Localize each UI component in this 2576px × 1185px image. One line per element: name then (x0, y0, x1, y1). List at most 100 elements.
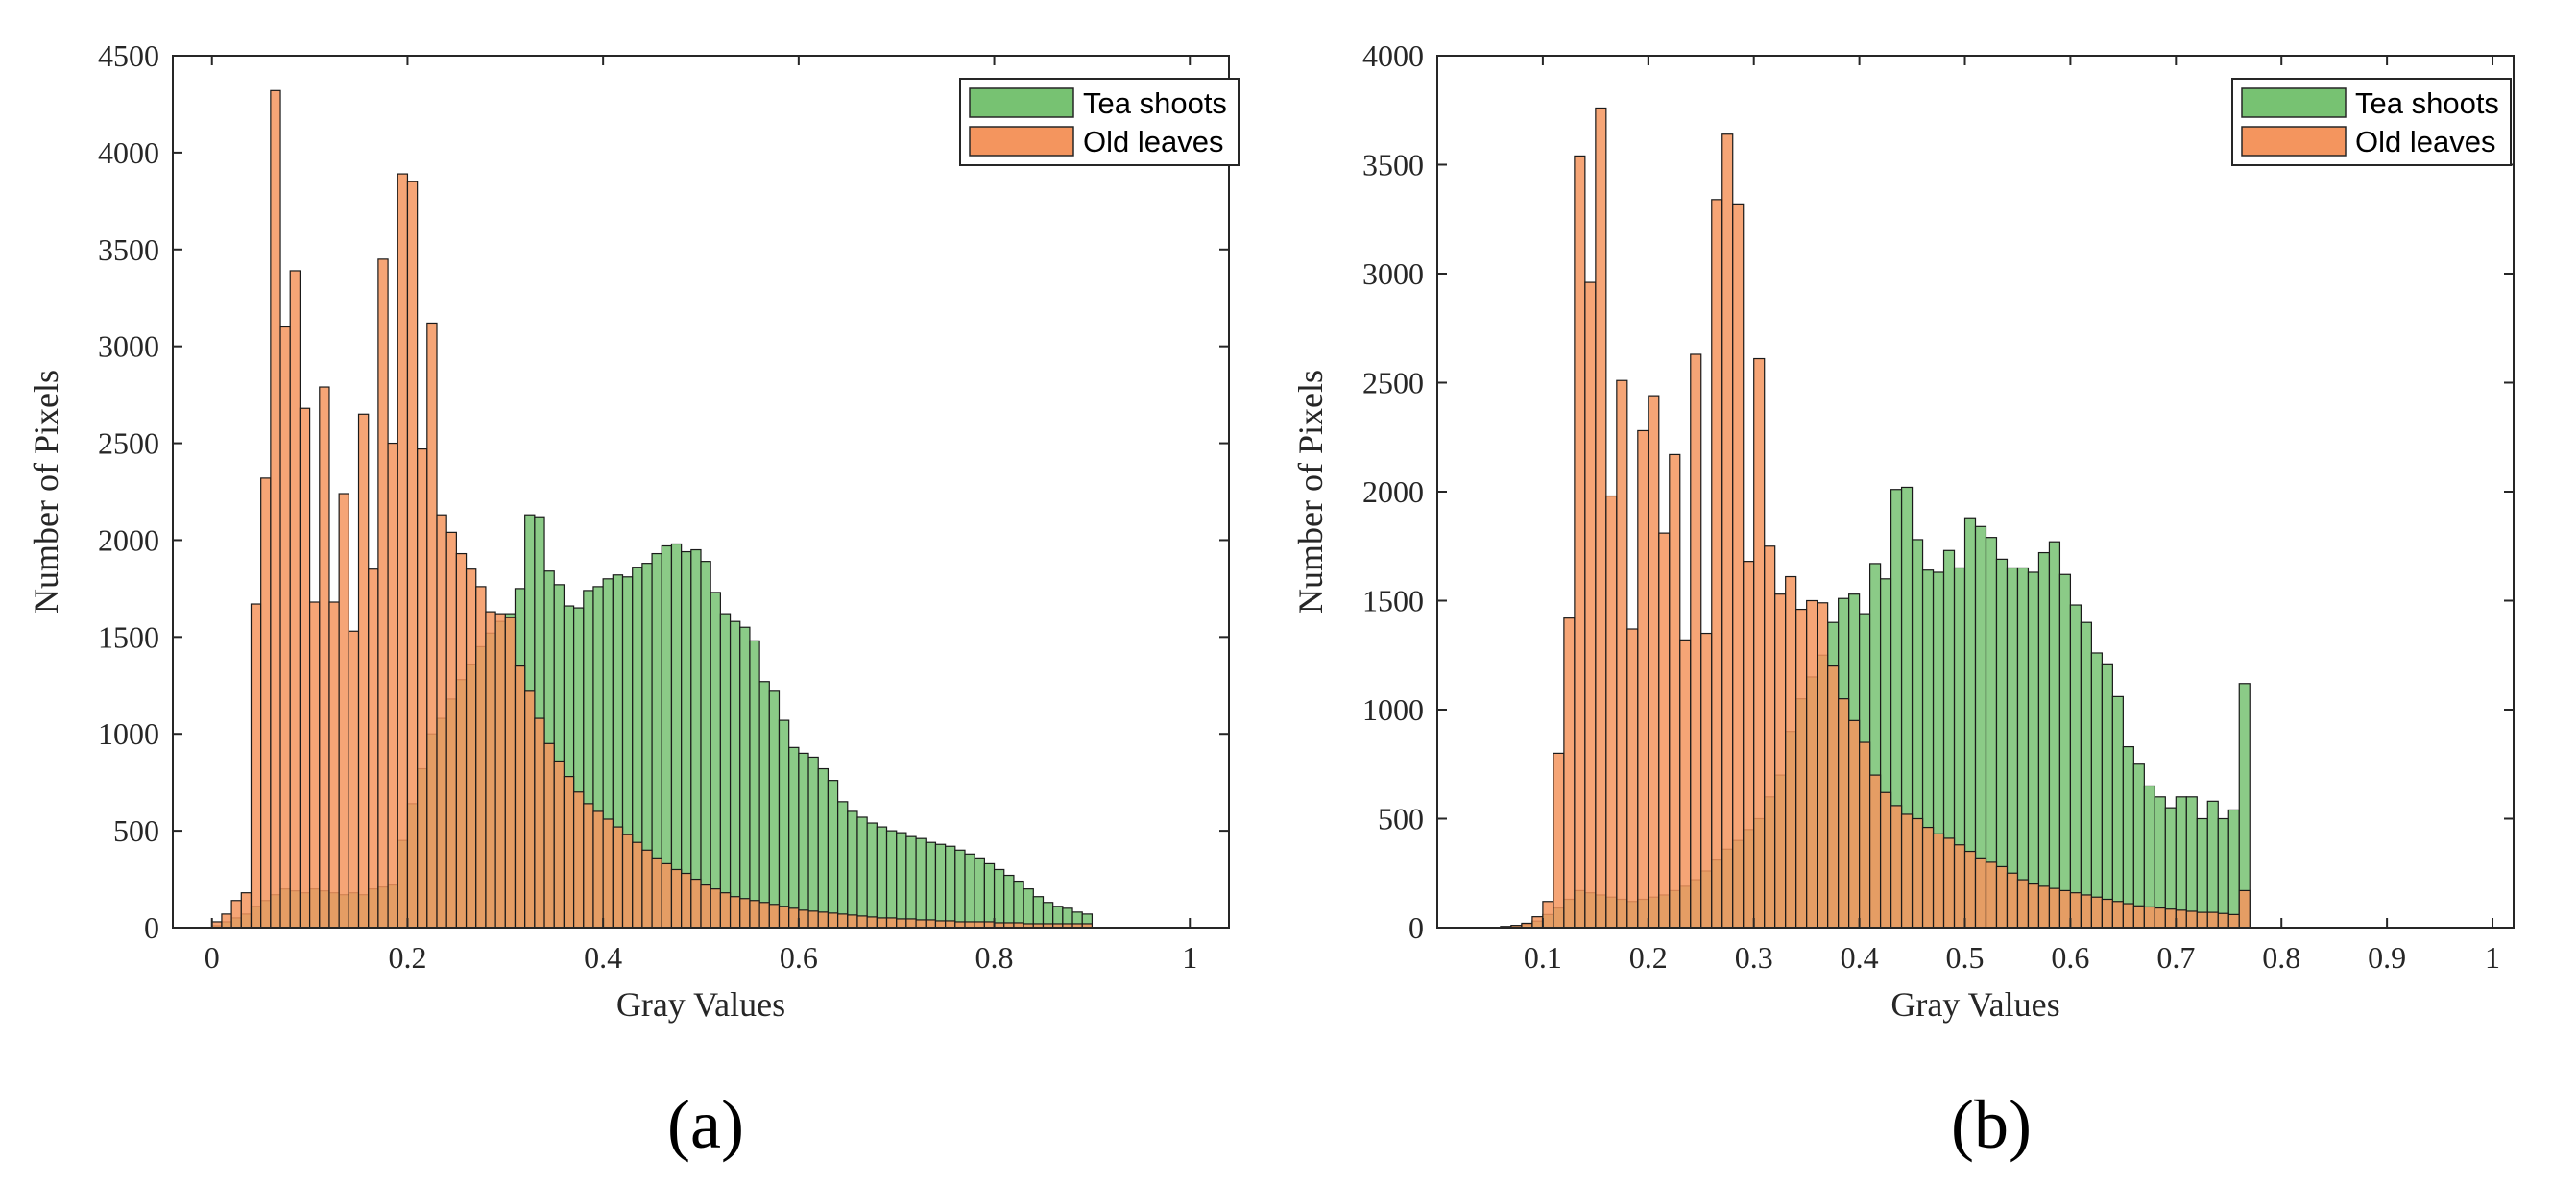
old-leaves-bar (768, 904, 781, 929)
tea-shoots-bar (925, 841, 937, 929)
old-leaves-bar (719, 892, 732, 929)
tea-shoots-bar (2196, 817, 2208, 929)
old-leaves-bar (1584, 281, 1597, 929)
old-leaves-bar (670, 868, 683, 929)
histogram-panel-b: 0.1 0.2 0.3 0.4 0.5 0.6 0.7 0.8 0.9 1 0 500 1000 1500… (1291, 38, 2515, 1163)
old-leaves-bar (1848, 719, 1861, 929)
legend-label-tea-shoots-b: Tea shoots (2355, 86, 2499, 120)
old-leaves-bar (2217, 912, 2229, 929)
old-leaves-bar (592, 810, 604, 929)
tea-shoots-bar (1013, 880, 1024, 929)
x-tick-label: 0.2 (388, 940, 426, 975)
tea-shoots-bar (710, 592, 721, 929)
old-leaves-bar (1563, 617, 1576, 929)
old-leaves-bar (1911, 817, 1924, 929)
tea-shoots-bar (817, 767, 830, 929)
old-leaves-bar (1658, 532, 1671, 929)
old-leaves-bar (700, 884, 711, 929)
old-leaves-bar (2227, 913, 2240, 929)
old-leaves-bar (934, 920, 947, 929)
axes-box-a (172, 55, 1230, 929)
tea-shoots-bar (2122, 745, 2134, 929)
old-leaves-bar (475, 586, 487, 929)
tea-shoots-bar (2175, 796, 2187, 929)
old-leaves-bar (368, 568, 379, 929)
old-leaves-bar (847, 914, 858, 929)
tea-shoots-bar (847, 810, 858, 929)
old-leaves-bar (1669, 453, 1681, 929)
x-tick-label: 1 (1182, 940, 1197, 975)
tea-shoots-bar (885, 830, 898, 929)
old-leaves-bar (661, 862, 673, 929)
old-leaves-bar (1574, 155, 1586, 929)
old-leaves-bar (1795, 608, 1808, 929)
old-leaves-bar (1764, 545, 1776, 929)
y-tick-label: 2000 (1362, 474, 1424, 509)
tea-shoots-bar (2111, 695, 2124, 929)
old-leaves-bar (2006, 872, 2019, 929)
old-leaves-bar (710, 888, 721, 929)
y-tick-label: 1500 (1362, 584, 1424, 618)
old-leaves-bar (328, 601, 340, 929)
old-leaves-bar (1637, 429, 1649, 929)
axis-ticks-b: 0.1 0.2 0.3 0.4 0.5 0.6 0.7 0.8 0.9 1 0 500 1000 1500… (1362, 38, 2514, 975)
old-leaves-bar (426, 322, 438, 929)
old-leaves-bar (758, 902, 770, 929)
old-leaves-bar (856, 915, 868, 929)
tea-shoots-bar (2048, 541, 2061, 929)
tea-shoots-bar (2206, 800, 2219, 929)
old-leaves-bar (2069, 892, 2082, 929)
tea-shoots-bar (954, 849, 966, 929)
y-axis-label-b: Number of Pixels (1291, 370, 1330, 614)
old-leaves-bar (1626, 628, 1639, 929)
x-axis-label-b: Gray Values (1890, 985, 2059, 1024)
tea-shoots-bar (1023, 888, 1034, 929)
old-leaves-bar (836, 913, 849, 929)
y-tick-label: 1000 (1362, 692, 1424, 727)
tea-shoots-bar (729, 620, 741, 929)
x-tick-label: 0.6 (2051, 940, 2089, 975)
old-leaves-bar (1553, 752, 1565, 929)
old-leaves-bar (739, 898, 751, 929)
old-leaves-bar (2058, 889, 2072, 929)
tea-shoots-bar (690, 548, 702, 929)
old-leaves-bar (377, 258, 389, 929)
old-leaves-bar (270, 89, 281, 929)
old-leaves-bar (534, 717, 545, 929)
tea-shoots-bar (2217, 817, 2229, 929)
old-leaves-bar (651, 857, 662, 929)
old-leaves-bar (798, 909, 809, 929)
old-leaves-bar (572, 791, 585, 929)
tea-shoots-bar (866, 822, 878, 929)
old-leaves-bar (632, 841, 643, 929)
old-leaves-bar (1868, 774, 1882, 929)
old-leaves-bar (827, 912, 839, 929)
y-tick-label: 1000 (98, 716, 159, 751)
old-leaves-bar (1605, 495, 1618, 929)
old-leaves-bar (2185, 910, 2198, 929)
old-leaves-bar (1774, 593, 1787, 929)
old-leaves-bar (1616, 379, 1628, 929)
old-leaves-bar (279, 326, 291, 929)
tea-shoots-bar (964, 853, 975, 929)
tea-shoots-bar (915, 837, 927, 929)
old-leaves-bar (445, 531, 457, 929)
old-leaves-bar (553, 760, 566, 929)
legend-label-tea-shoots-a: Tea shoots (1083, 86, 1227, 120)
old-leaves-bar (348, 630, 360, 929)
old-leaves-bar (543, 742, 555, 929)
x-tick-label: 0.8 (2262, 940, 2300, 975)
tea-shoots-bar (983, 862, 996, 929)
old-leaves-bar (2037, 885, 2051, 929)
old-leaves-bar (436, 514, 447, 929)
x-tick-label: 0 (205, 940, 220, 975)
old-leaves-bar (925, 919, 937, 929)
old-leaves-bar (1679, 639, 1692, 929)
old-leaves-bar (299, 407, 311, 929)
old-leaves-bar (465, 568, 477, 929)
old-leaves-bar (240, 892, 253, 929)
tea-shoots-bar (905, 835, 917, 929)
y-tick-label: 4500 (98, 38, 159, 73)
tea-shoots-bar (719, 613, 732, 929)
